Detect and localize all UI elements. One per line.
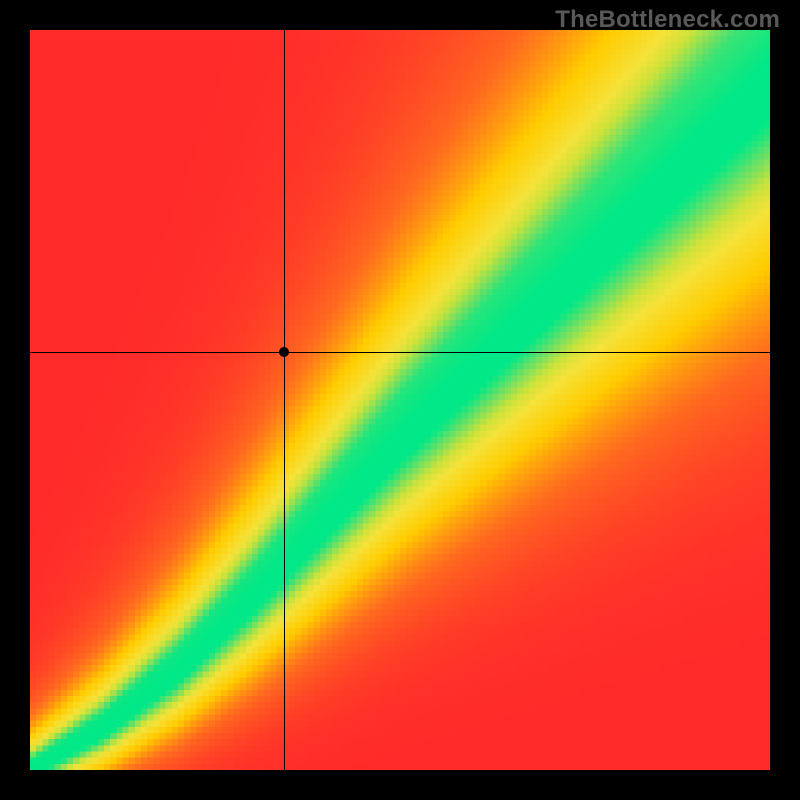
watermark-text: TheBottleneck.com xyxy=(555,6,780,34)
crosshair-vertical xyxy=(284,30,285,770)
plot-area xyxy=(30,30,770,770)
crosshair-marker xyxy=(279,347,289,357)
crosshair-horizontal xyxy=(30,352,770,353)
bottleneck-heatmap xyxy=(30,30,770,770)
chart-container: TheBottleneck.com xyxy=(0,0,800,800)
